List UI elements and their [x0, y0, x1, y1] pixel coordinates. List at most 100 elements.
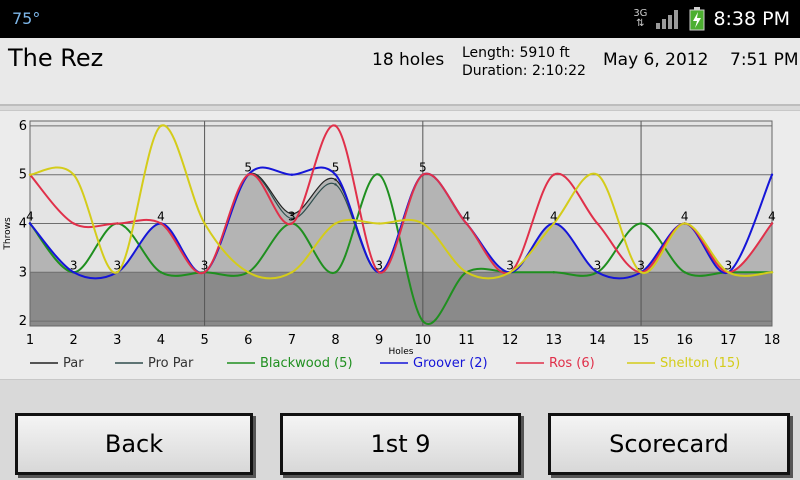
series-5-point-6 — [247, 271, 250, 274]
course-length: Length: 5910 ft — [462, 45, 570, 61]
par-label-2: 3 — [70, 258, 78, 272]
scorecard-button[interactable]: Scorecard — [548, 413, 790, 475]
series-4-point-5 — [203, 271, 206, 274]
par-label-17: 3 — [725, 258, 733, 272]
series-3-point-7 — [290, 173, 294, 176]
x-tick-label-12: 12 — [502, 333, 519, 348]
legend-label-2: Blackwood (5) — [260, 356, 353, 371]
series-4-point-11 — [465, 222, 468, 225]
legend-label-0: Par — [63, 356, 84, 371]
battery-charging-icon — [689, 7, 705, 31]
series-4-point-4 — [159, 222, 163, 225]
series-5-point-3 — [116, 271, 119, 274]
x-tick-label-4: 4 — [157, 333, 165, 348]
par-label-10: 5 — [419, 161, 427, 175]
series-3-point-14 — [596, 271, 599, 274]
series-4-point-18 — [770, 222, 774, 225]
x-tick-label-18: 18 — [764, 333, 781, 348]
par-label-12: 3 — [506, 258, 514, 272]
network-3g-icon: 3G ⇅ — [633, 9, 647, 29]
y-tick-label-2: 2 — [19, 314, 27, 329]
series-4-point-3 — [116, 222, 119, 225]
series-5-point-5 — [203, 222, 206, 225]
series-4-point-8 — [334, 124, 337, 128]
par-label-7: 3 — [288, 210, 296, 224]
series-4-point-10 — [421, 173, 425, 176]
round-duration: Duration: 2:10:22 — [462, 63, 586, 79]
series-4-point-14 — [596, 222, 599, 225]
series-5-point-14 — [596, 173, 599, 176]
back-button[interactable]: Back — [15, 413, 253, 475]
series-0-point-8 — [334, 178, 337, 181]
x-tick-label-8: 8 — [331, 333, 339, 348]
status-icons: 3G ⇅ 8:38 PM — [633, 0, 790, 38]
par-label-6: 5 — [244, 161, 252, 175]
series-5-point-12 — [508, 271, 512, 274]
par-label-13: 4 — [550, 210, 558, 224]
legend-label-5: Shelton (15) — [660, 356, 740, 371]
x-tick-label-13: 13 — [545, 333, 562, 348]
par-label-1: 4 — [26, 210, 34, 224]
score-chart-panel: 2 3 4 5 6 4 3 3 4 3 5 3 5 3 5 4 3 4 3 3 4 3 4 1 2 3 4 5 6 7 8 9 10 11 12 13… — [0, 110, 800, 380]
par-label-9: 3 — [375, 258, 383, 272]
series-2-point-10 — [421, 319, 425, 323]
y-tick-label-4: 4 — [19, 217, 27, 232]
round-header: The Rez 18 holes Length: 5910 ft Duratio… — [0, 38, 800, 106]
status-temperature: 75° — [12, 9, 41, 28]
first-nine-button[interactable]: 1st 9 — [280, 413, 521, 475]
par-label-4: 4 — [157, 210, 165, 224]
x-tick-label-1: 1 — [26, 333, 34, 348]
x-tick-label-16: 16 — [676, 333, 693, 348]
x-tick-label-17: 17 — [720, 333, 737, 348]
status-clock: 8:38 PM — [713, 8, 790, 30]
series-1-point-8 — [334, 183, 337, 186]
series-2-point-16 — [683, 271, 686, 274]
y-tick-label-3: 3 — [19, 265, 27, 280]
par-label-14: 3 — [594, 258, 602, 272]
x-tick-label-5: 5 — [200, 333, 208, 348]
x-tick-label-3: 3 — [113, 333, 121, 348]
series-5-point-13 — [552, 222, 555, 225]
base-area-fill — [30, 272, 772, 326]
series-3-point-2 — [72, 271, 75, 274]
series-5-point-17 — [727, 271, 730, 274]
legend-label-1: Pro Par — [148, 356, 194, 371]
x-tick-label-10: 10 — [415, 333, 432, 348]
network-type-label: 3G — [633, 8, 648, 19]
series-5-point-7 — [290, 271, 294, 274]
series-2-point-15 — [639, 222, 643, 225]
y-tick-label-5: 5 — [19, 168, 27, 183]
series-5-point-11 — [465, 271, 468, 274]
series-1-point-7 — [290, 217, 294, 220]
series-2-point-4 — [159, 271, 163, 274]
series-5-point-1 — [28, 173, 32, 176]
par-label-18: 4 — [768, 210, 776, 224]
round-date: May 6, 2012 — [603, 50, 709, 70]
x-tick-label-9: 9 — [375, 333, 383, 348]
par-label-5: 3 — [201, 258, 209, 272]
x-tick-label-2: 2 — [70, 333, 78, 348]
series-3-point-8 — [334, 173, 337, 176]
par-label-8: 5 — [332, 161, 340, 175]
series-5-point-4 — [159, 124, 163, 128]
x-tick-label-11: 11 — [458, 333, 475, 348]
series-2-point-9 — [377, 173, 381, 176]
y-tick-label-6: 6 — [19, 119, 27, 134]
x-tick-label-15: 15 — [633, 333, 650, 348]
series-0-point-7 — [290, 212, 294, 215]
series-2-point-13 — [552, 271, 555, 274]
par-label-15: 3 — [637, 258, 645, 272]
series-4-point-9 — [377, 271, 381, 274]
series-3-point-18 — [770, 173, 774, 176]
series-5-point-9 — [377, 222, 381, 225]
x-axis-label: Holes — [388, 347, 413, 357]
series-2-point-8 — [334, 271, 337, 274]
course-title: The Rez — [8, 44, 104, 72]
par-label-16: 4 — [681, 210, 689, 224]
par-area-fill — [30, 173, 772, 279]
series-5-point-16 — [683, 222, 686, 225]
series-5-point-10 — [421, 222, 425, 225]
button-bar: Back 1st 9 Scorecard — [0, 410, 800, 480]
series-4-point-13 — [552, 173, 555, 176]
x-tick-label-14: 14 — [589, 333, 606, 348]
